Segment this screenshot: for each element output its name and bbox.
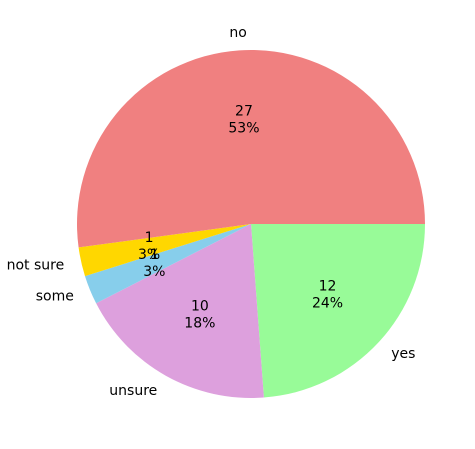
value-label-unsure: 10 18%	[184, 299, 215, 332]
pie-slice-unsure	[96, 224, 264, 398]
value-label-no: 27 53%	[228, 103, 259, 136]
pie-slice-yes	[251, 224, 425, 398]
pie-labels: yes 12 24% unsure 10 18% some 1 3% not sure 1 3% no 2…	[7, 25, 416, 399]
pie-slice-no	[77, 50, 425, 248]
category-label-not-sure: not sure	[7, 258, 65, 274]
pie-slice-some	[84, 224, 251, 304]
value-label-yes: 12 24%	[312, 279, 343, 312]
category-label-unsure: unsure	[109, 383, 157, 399]
pie-slices	[77, 50, 425, 398]
pie-slice-not-sure	[78, 224, 252, 277]
category-label-some: some	[36, 289, 74, 305]
value-label-some: 1 3%	[143, 247, 165, 280]
category-label-no: no	[229, 25, 246, 41]
value-label-not-sure: 1 3%	[138, 230, 160, 263]
category-label-yes: yes	[391, 346, 415, 362]
